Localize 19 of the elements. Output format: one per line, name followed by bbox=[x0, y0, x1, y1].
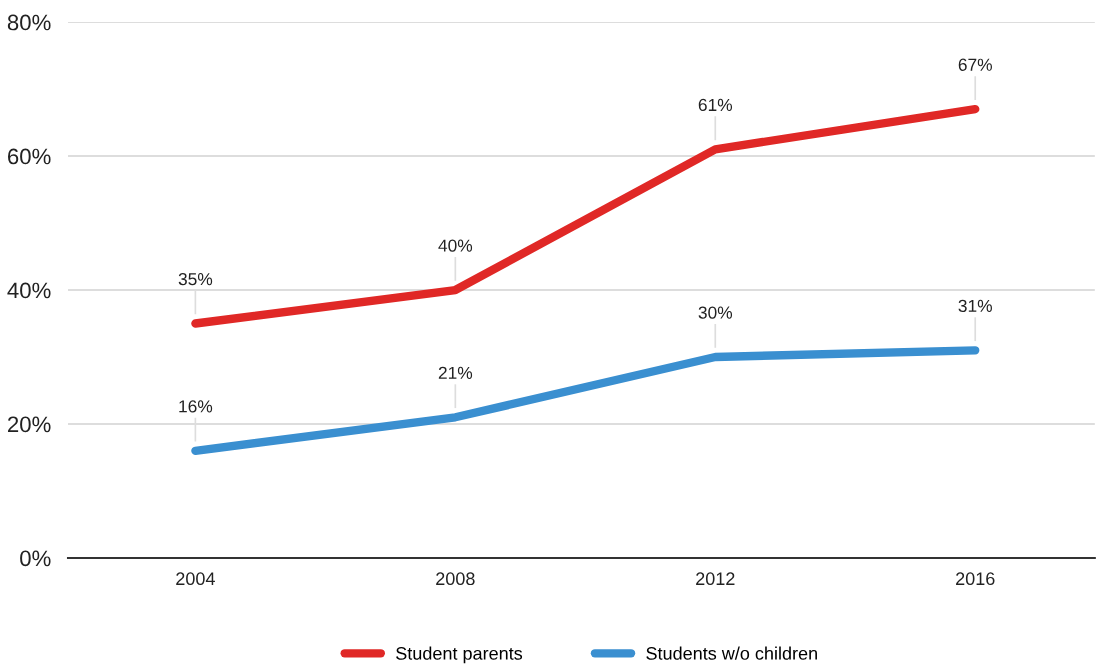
y-tick-label: 80% bbox=[7, 14, 51, 31]
data-label: 35% bbox=[178, 272, 213, 286]
y-tick-label: 20% bbox=[7, 416, 51, 433]
y-tick-label: 60% bbox=[8, 148, 51, 165]
data-label: 21% bbox=[438, 366, 473, 379]
x-tick-label: 2008 bbox=[436, 572, 475, 586]
x-tick-label: 2012 bbox=[696, 572, 735, 586]
legend-label: Student parents bbox=[396, 646, 523, 664]
data-label: 61% bbox=[698, 98, 733, 112]
x-tick-label: 2004 bbox=[176, 572, 215, 586]
data-label: 67% bbox=[958, 58, 992, 71]
data-label: 40% bbox=[438, 239, 473, 252]
y-tick-label: 40% bbox=[7, 282, 51, 299]
y-tick-label: 0% bbox=[20, 550, 51, 567]
data-label: 16% bbox=[179, 400, 213, 413]
legend-label: Students w/o children bbox=[646, 646, 817, 660]
x-tick-label: 2016 bbox=[956, 572, 995, 586]
data-label: 31% bbox=[958, 299, 992, 313]
data-label: 30% bbox=[698, 306, 733, 319]
